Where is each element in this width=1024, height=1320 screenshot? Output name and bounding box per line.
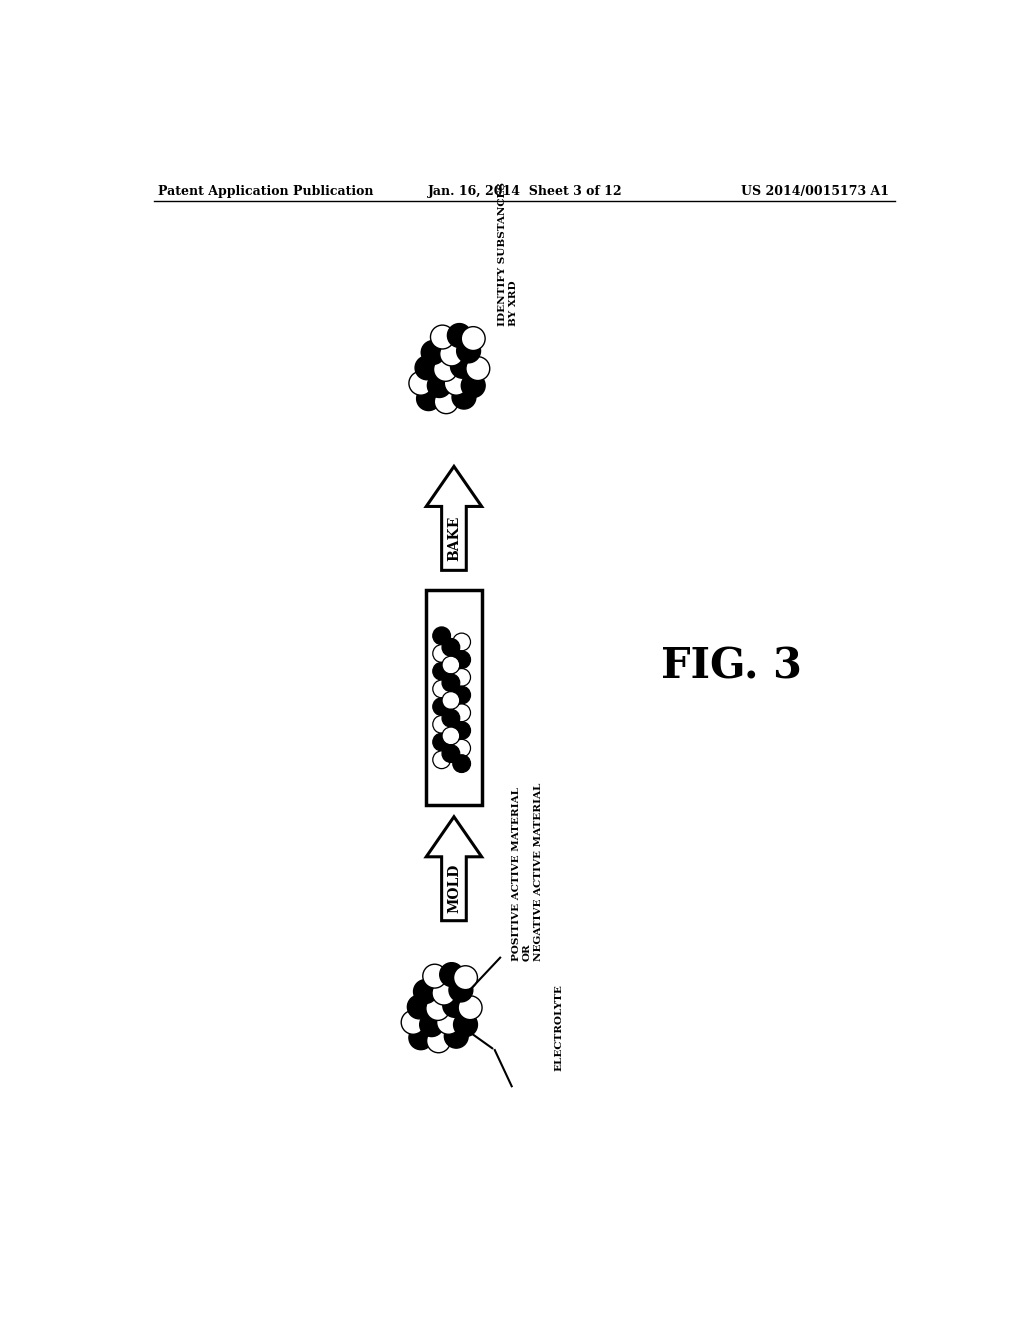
Circle shape bbox=[417, 387, 440, 411]
Circle shape bbox=[433, 680, 451, 698]
Circle shape bbox=[444, 1024, 468, 1048]
Circle shape bbox=[442, 994, 467, 1018]
Circle shape bbox=[458, 995, 482, 1019]
Circle shape bbox=[409, 1026, 433, 1049]
Text: POSITIVE ACTIVE MATERIAL
OR
NEGATIVE ACTIVE MATERIAL: POSITIVE ACTIVE MATERIAL OR NEGATIVE ACT… bbox=[512, 783, 543, 961]
Circle shape bbox=[449, 978, 473, 1002]
Circle shape bbox=[434, 389, 458, 413]
FancyArrow shape bbox=[426, 817, 481, 921]
Circle shape bbox=[433, 715, 451, 733]
Circle shape bbox=[433, 663, 451, 680]
Text: US 2014/0015173 A1: US 2014/0015173 A1 bbox=[741, 185, 889, 198]
Circle shape bbox=[457, 339, 480, 363]
Text: MOLD: MOLD bbox=[446, 865, 461, 913]
Circle shape bbox=[452, 385, 476, 409]
Circle shape bbox=[442, 744, 460, 763]
Circle shape bbox=[453, 686, 470, 704]
Circle shape bbox=[453, 634, 470, 651]
Circle shape bbox=[414, 979, 437, 1003]
Circle shape bbox=[454, 966, 477, 990]
Circle shape bbox=[427, 1028, 451, 1053]
Circle shape bbox=[423, 964, 446, 989]
Circle shape bbox=[420, 1012, 443, 1036]
Text: FIG. 3: FIG. 3 bbox=[660, 645, 802, 688]
Text: Jan. 16, 2014  Sheet 3 of 12: Jan. 16, 2014 Sheet 3 of 12 bbox=[427, 185, 623, 198]
Circle shape bbox=[442, 692, 460, 709]
Circle shape bbox=[409, 371, 433, 395]
Circle shape bbox=[401, 1010, 425, 1035]
Circle shape bbox=[453, 739, 470, 758]
Circle shape bbox=[447, 323, 471, 347]
Circle shape bbox=[461, 326, 485, 351]
Circle shape bbox=[444, 371, 468, 395]
Circle shape bbox=[451, 354, 474, 379]
Circle shape bbox=[453, 755, 470, 772]
Text: ELECTROLYTE: ELECTROLYTE bbox=[554, 983, 563, 1071]
Circle shape bbox=[461, 374, 485, 397]
Circle shape bbox=[408, 995, 431, 1019]
Bar bbox=[426, 590, 481, 805]
Circle shape bbox=[453, 651, 470, 668]
Text: IDENTIFY SUBSTANCES
BY XRD: IDENTIFY SUBSTANCES BY XRD bbox=[498, 182, 518, 326]
Circle shape bbox=[415, 356, 439, 380]
Circle shape bbox=[453, 668, 470, 686]
Circle shape bbox=[433, 627, 451, 644]
Circle shape bbox=[453, 722, 470, 739]
Circle shape bbox=[433, 358, 458, 381]
FancyArrow shape bbox=[426, 466, 481, 570]
Circle shape bbox=[427, 374, 452, 397]
Circle shape bbox=[432, 981, 456, 1005]
Circle shape bbox=[442, 656, 460, 675]
Circle shape bbox=[433, 751, 451, 768]
Circle shape bbox=[433, 644, 451, 663]
Circle shape bbox=[433, 698, 451, 715]
Circle shape bbox=[436, 1010, 461, 1035]
Circle shape bbox=[466, 356, 489, 380]
Text: Patent Application Publication: Patent Application Publication bbox=[158, 185, 373, 198]
Circle shape bbox=[442, 727, 460, 744]
Circle shape bbox=[439, 962, 464, 986]
Circle shape bbox=[442, 639, 460, 656]
Text: BAKE: BAKE bbox=[446, 516, 461, 561]
Circle shape bbox=[421, 341, 445, 364]
Circle shape bbox=[442, 675, 460, 692]
Circle shape bbox=[439, 342, 464, 366]
Circle shape bbox=[433, 733, 451, 751]
Circle shape bbox=[426, 997, 450, 1020]
Circle shape bbox=[442, 709, 460, 727]
Circle shape bbox=[430, 325, 455, 348]
Circle shape bbox=[454, 1012, 477, 1036]
Circle shape bbox=[453, 704, 470, 722]
